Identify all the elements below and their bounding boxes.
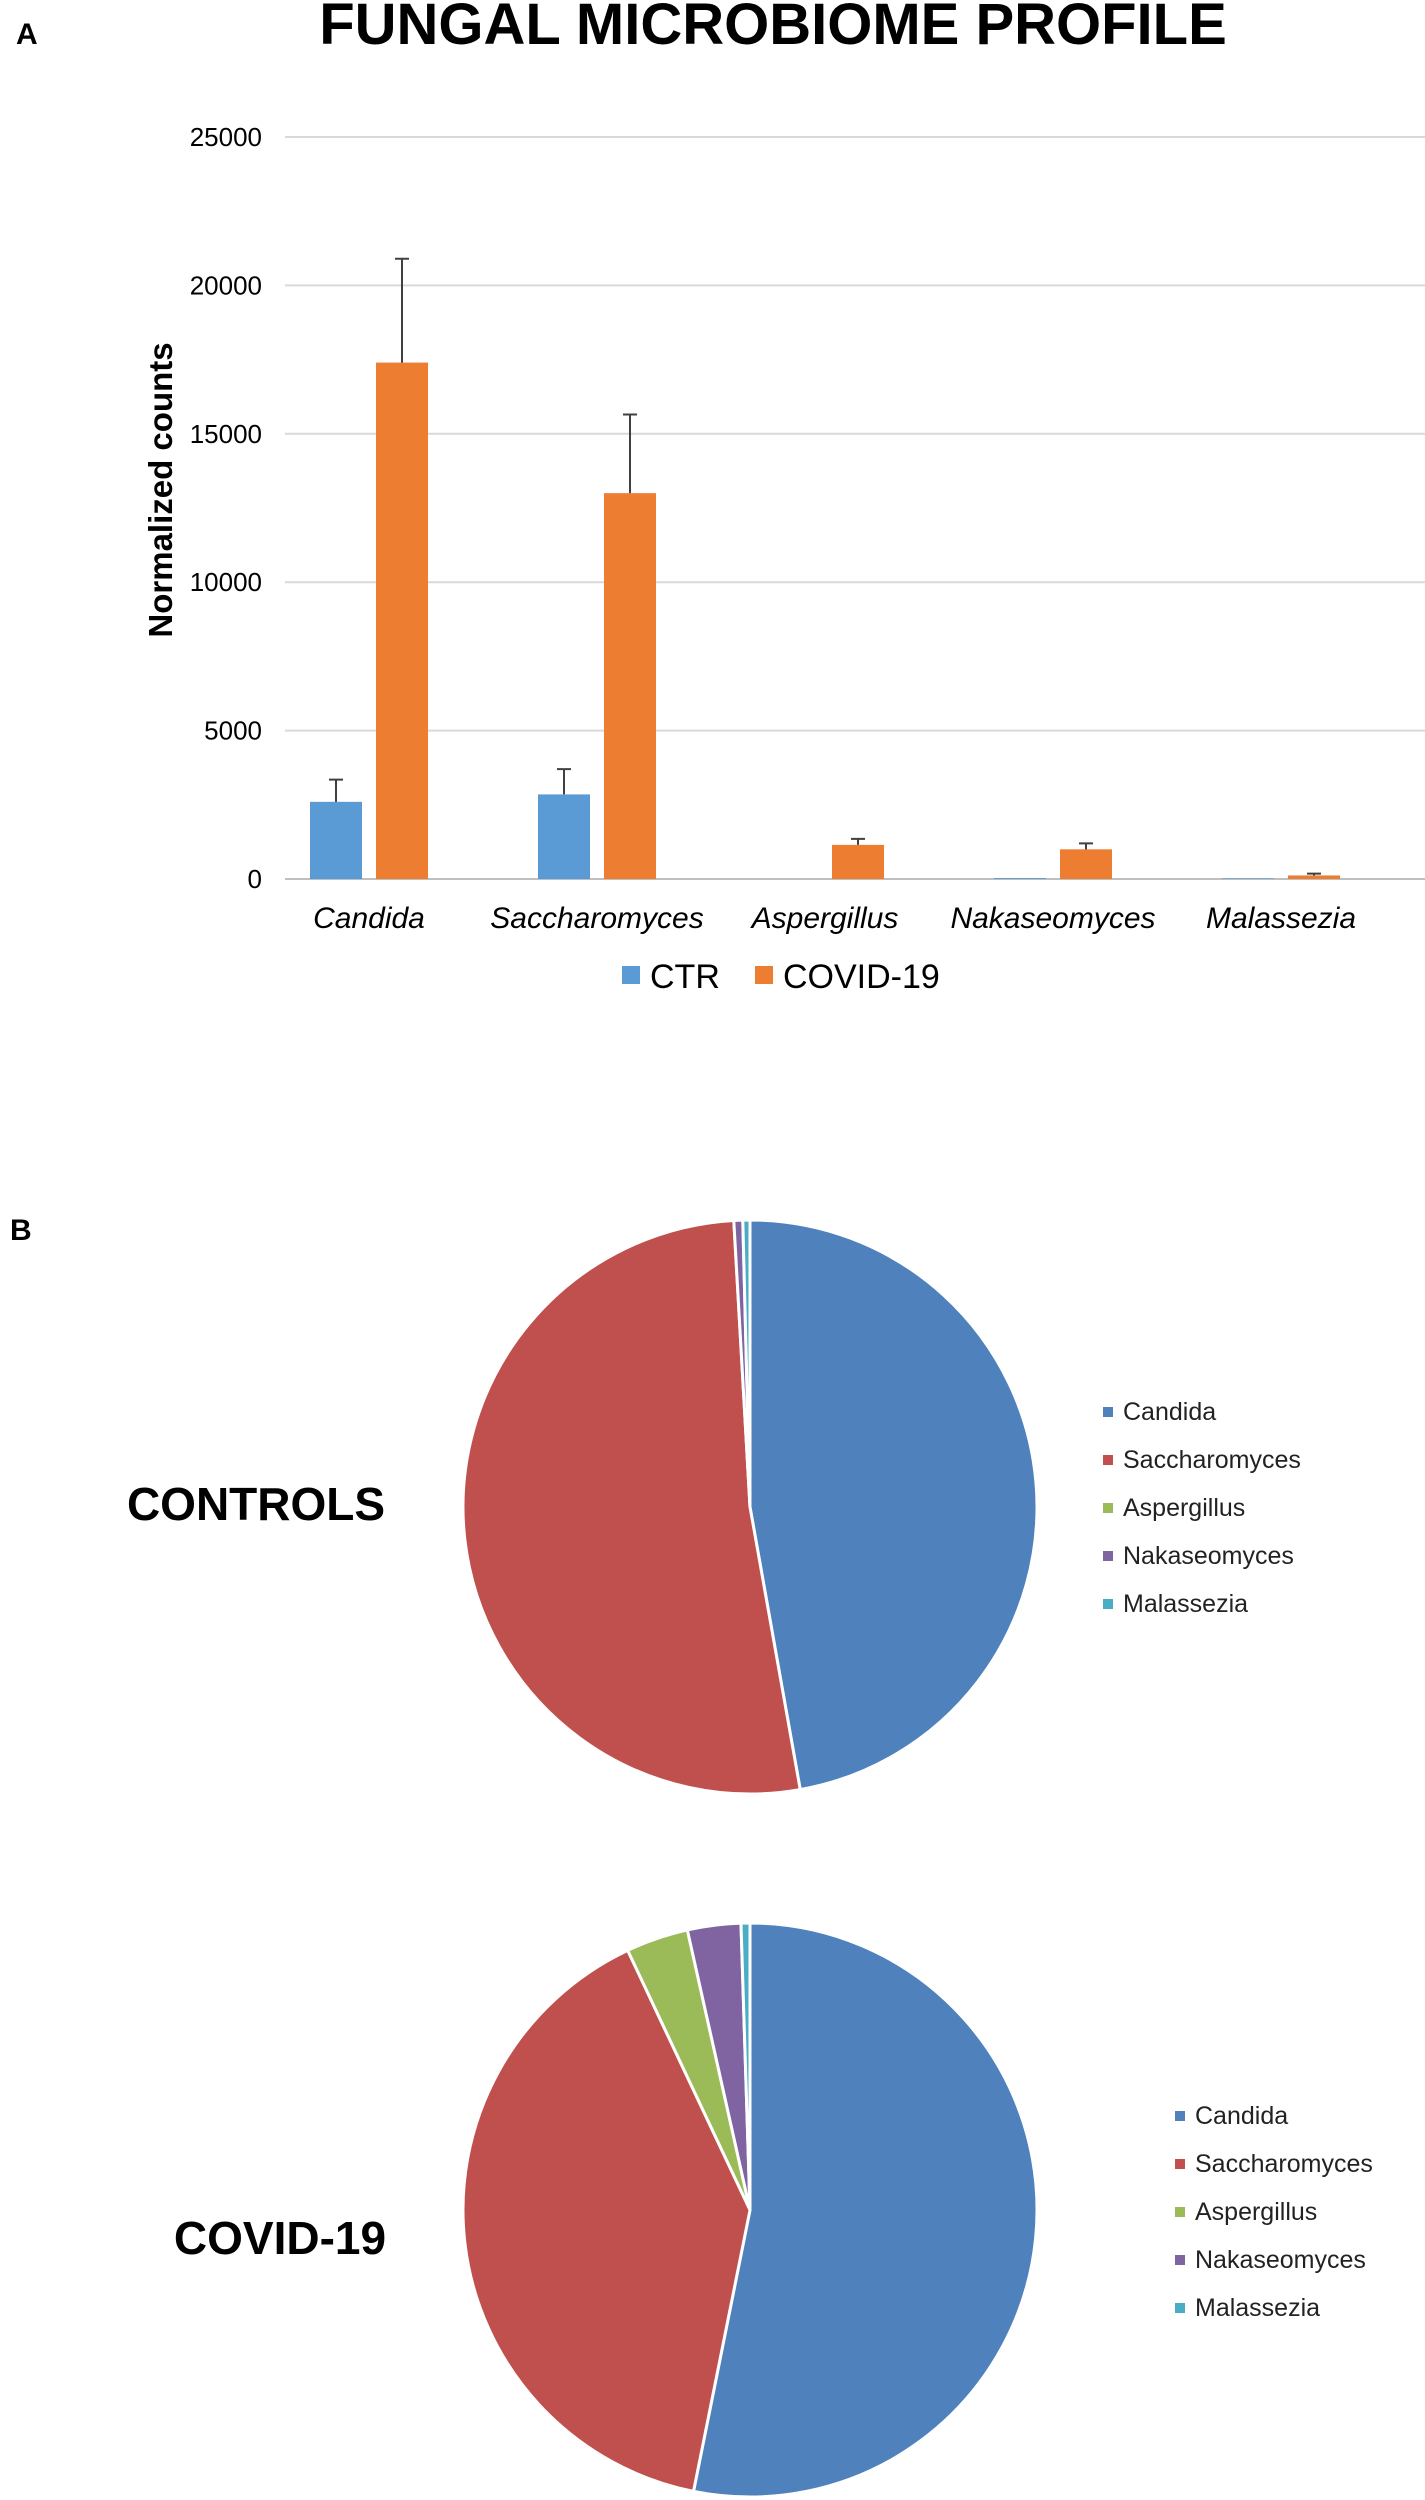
legend-label-saccharomyces: Saccharomyces bbox=[1195, 2150, 1373, 2178]
error-bar-ctr-saccharomyces bbox=[557, 768, 571, 795]
y-tick-5000: 5000 bbox=[204, 716, 262, 746]
y-tick-10000: 10000 bbox=[190, 567, 262, 597]
legend-swatch-covid-19 bbox=[755, 966, 773, 984]
legend-swatch-saccharomyces bbox=[1175, 2159, 1185, 2169]
category-label-saccharomyces: Saccharomyces bbox=[490, 902, 703, 935]
legend-label-ctr: CTR bbox=[650, 958, 720, 996]
bar-chart-categories: Candida Saccharomyces Aspergillus Nakaseomy… bbox=[313, 902, 1356, 935]
slice-saccharomyces bbox=[461, 1218, 802, 1796]
error-bar-covid-19-aspergillus bbox=[851, 837, 865, 845]
bar-chart-y-label: Normalized counts bbox=[142, 342, 179, 637]
bar-ctr-saccharomyces bbox=[538, 794, 590, 879]
legend-label-candida: Candida bbox=[1123, 1398, 1216, 1426]
legend-label-nakaseomyces: Nakaseomyces bbox=[1123, 1542, 1294, 1570]
legend-label-covid-19: COVID-19 bbox=[783, 958, 940, 996]
legend-swatch-candida bbox=[1103, 1407, 1113, 1417]
slice-candida bbox=[748, 1218, 1039, 1792]
slice-malassezia bbox=[739, 1921, 752, 2211]
bar-covid-19-malassezia bbox=[1288, 875, 1340, 879]
bar-covid-19-aspergillus bbox=[832, 844, 884, 879]
error-bar-covid-19-malassezia bbox=[1307, 872, 1321, 876]
bar-ctr-malassezia bbox=[1222, 878, 1274, 879]
y-tick-25000: 25000 bbox=[190, 122, 262, 152]
slice-candida bbox=[691, 1921, 1039, 2499]
legend-swatch-nakaseomyces bbox=[1103, 1551, 1113, 1561]
y-tick-0: 0 bbox=[248, 864, 262, 894]
covid-pie bbox=[461, 1921, 1039, 2499]
panel-a-letter: A bbox=[16, 18, 38, 51]
legend-swatch-ctr bbox=[622, 966, 640, 984]
bar-covid-19-candida bbox=[376, 362, 428, 879]
legend-swatch-nakaseomyces bbox=[1175, 2255, 1185, 2265]
legend-swatch-aspergillus bbox=[1175, 2207, 1185, 2217]
bar-covid-19-saccharomyces bbox=[604, 493, 656, 879]
legend-label-malassezia: Malassezia bbox=[1123, 1590, 1248, 1618]
error-bar-ctr-candida bbox=[329, 778, 343, 802]
bar-chart-error-bars bbox=[329, 257, 1321, 876]
bar-chart-y-ticks: 0 5000 10000 15000 20000 25000 bbox=[190, 122, 262, 894]
bar-ctr-candida bbox=[310, 801, 362, 879]
bar-chart-bars bbox=[310, 362, 1340, 879]
slice-malassezia bbox=[741, 1218, 752, 1508]
legend-swatch-candida bbox=[1175, 2111, 1185, 2121]
slice-saccharomyces bbox=[461, 1948, 752, 2494]
bar-ctr-nakaseomyces bbox=[994, 878, 1046, 879]
legend-label-aspergillus: Aspergillus bbox=[1195, 2198, 1317, 2226]
bar-covid-19-nakaseomyces bbox=[1060, 849, 1112, 879]
y-tick-15000: 15000 bbox=[190, 419, 262, 449]
bar-chart-legend: CTR COVID-19 bbox=[622, 958, 940, 996]
covid-pie-title: COVID-19 bbox=[174, 2212, 386, 2264]
bar-chart-title: FUNGAL MICROBIOME PROFILE bbox=[319, 0, 1227, 57]
legend-swatch-malassezia bbox=[1103, 1599, 1113, 1609]
legend-label-candida: Candida bbox=[1195, 2102, 1288, 2130]
legend-label-nakaseomyces: Nakaseomyces bbox=[1195, 2246, 1366, 2274]
bar-chart-gridlines bbox=[285, 136, 1425, 880]
legend-swatch-malassezia bbox=[1175, 2303, 1185, 2313]
legend-label-saccharomyces: Saccharomyces bbox=[1123, 1446, 1301, 1474]
category-label-aspergillus: Aspergillus bbox=[750, 902, 899, 935]
legend-swatch-saccharomyces bbox=[1103, 1455, 1113, 1465]
legend-label-malassezia: Malassezia bbox=[1195, 2294, 1320, 2322]
error-bar-covid-19-saccharomyces bbox=[623, 413, 637, 494]
controls-pie-legend: Candida Saccharomyces Aspergillus Nakaseomy… bbox=[1103, 1398, 1301, 1618]
panel-b-letter: B bbox=[10, 1214, 32, 1247]
error-bar-covid-19-candida bbox=[395, 257, 409, 363]
category-label-malassezia: Malassezia bbox=[1206, 902, 1356, 935]
y-tick-20000: 20000 bbox=[190, 270, 262, 300]
controls-pie bbox=[461, 1218, 1039, 1796]
category-label-nakaseomyces: Nakaseomyces bbox=[950, 902, 1155, 935]
legend-swatch-aspergillus bbox=[1103, 1503, 1113, 1513]
legend-label-aspergillus: Aspergillus bbox=[1123, 1494, 1245, 1522]
covid-pie-legend: Candida Saccharomyces Aspergillus Nakaseomy… bbox=[1175, 2102, 1373, 2322]
category-label-candida: Candida bbox=[313, 902, 425, 935]
controls-pie-title: CONTROLS bbox=[127, 1478, 385, 1530]
error-bar-covid-19-nakaseomyces bbox=[1079, 842, 1093, 850]
